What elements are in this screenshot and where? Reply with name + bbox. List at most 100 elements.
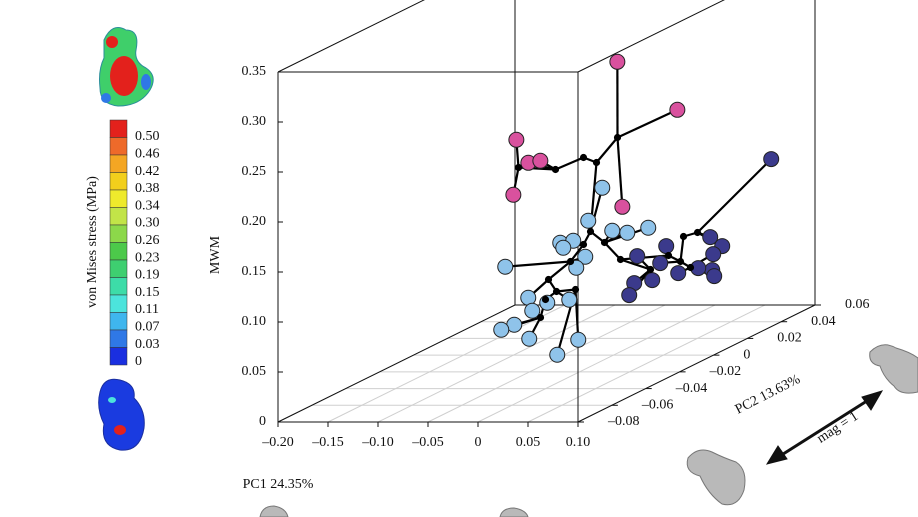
branch	[547, 260, 572, 281]
colorbar-cell	[109, 172, 128, 191]
node	[552, 287, 561, 296]
tip-point	[594, 179, 611, 196]
colorbar-tick-label: 0.42	[135, 164, 160, 179]
y-tick-label: –0.02	[709, 364, 742, 379]
colorbar-tick-label: 0.50	[135, 129, 160, 144]
tip-point	[614, 198, 631, 215]
tip-point	[497, 258, 514, 275]
y-tick-label: 0.02	[777, 331, 802, 346]
grid-line	[477, 304, 716, 423]
tip-point	[561, 291, 578, 308]
tip-point	[521, 330, 538, 347]
colorbar-tick-label: 0.38	[135, 181, 160, 196]
grid-line	[427, 304, 666, 423]
node	[686, 263, 695, 272]
branch	[595, 136, 619, 164]
x-tick-label: 0	[475, 435, 482, 450]
tip-point	[763, 151, 780, 168]
tip-point	[549, 346, 566, 363]
z-tick-label: 0.35	[242, 64, 267, 79]
bone-top	[99, 27, 154, 107]
tip-point	[609, 53, 626, 70]
tip-point	[670, 265, 687, 282]
colorbar-tick-label: 0.30	[135, 216, 160, 231]
colorbar-tick-label: 0.11	[135, 302, 159, 317]
box-edge	[577, 0, 725, 73]
tip-point	[629, 248, 646, 265]
annotation: mag = 1	[814, 409, 861, 447]
z-tick-label: 0.30	[242, 114, 267, 129]
z-tick-label: 0.05	[242, 364, 267, 379]
branch	[620, 258, 651, 271]
x-tick-label: –0.20	[261, 435, 294, 450]
bone-gray	[259, 344, 918, 517]
z-tick-label: 0.25	[242, 164, 267, 179]
colorbar-tick-label: 0.19	[135, 268, 160, 283]
z-tick-label: 0.10	[242, 314, 267, 329]
colorbar-tick-label: 0.46	[135, 147, 160, 162]
tip-point	[706, 268, 723, 285]
colorbar-cell	[109, 207, 128, 226]
node	[544, 275, 553, 284]
colorbar-cell	[109, 277, 128, 296]
node	[536, 313, 545, 322]
tip-point	[669, 101, 686, 118]
y-tick-label: 0.04	[811, 314, 836, 329]
colorbar-tick-label: 0.07	[135, 320, 160, 335]
tip-point	[705, 246, 722, 263]
branch	[603, 241, 622, 261]
z-tick-label: 0	[259, 414, 266, 429]
colorbar-cell	[109, 137, 128, 156]
tip-point	[640, 219, 657, 236]
tip-point	[652, 255, 669, 272]
x-tick-label: –0.10	[361, 435, 394, 450]
branch	[505, 260, 571, 268]
node	[676, 257, 685, 266]
node	[566, 257, 575, 266]
x-tick-label: 0.10	[566, 435, 591, 450]
y-tick-label: –0.06	[641, 398, 674, 413]
tip-point	[577, 248, 594, 265]
tip-point	[570, 331, 587, 348]
x-tick-label: –0.15	[311, 435, 344, 450]
node	[679, 232, 688, 241]
tip-point	[702, 229, 719, 246]
colorbar-cell	[109, 329, 128, 348]
y-axis-label: PC2 13.63%	[733, 372, 803, 418]
colorbar-tick-label: 0.34	[135, 198, 160, 213]
colorbar-label: von Mises stress (MPa)	[85, 176, 100, 308]
bone-bottom	[98, 378, 145, 451]
grid-line	[327, 304, 566, 423]
node	[586, 227, 595, 236]
colorbar-tick-label: 0.26	[135, 233, 160, 248]
colorbar-tick-label: 0.03	[135, 337, 160, 352]
tip-point	[505, 186, 522, 203]
node	[613, 133, 622, 142]
node	[579, 240, 588, 249]
node	[693, 228, 702, 237]
node	[646, 265, 655, 274]
colorbar-cell	[109, 294, 128, 313]
tip-point	[644, 272, 661, 289]
grid-line	[377, 304, 616, 423]
z-tick-label: 0.15	[242, 264, 267, 279]
branch	[617, 108, 678, 139]
colorbar-cell	[109, 259, 128, 278]
colorbar-cell	[109, 224, 128, 243]
tip-point	[524, 302, 541, 319]
tip-point	[658, 238, 675, 255]
branch	[616, 137, 624, 207]
tip-point	[604, 222, 621, 239]
node	[514, 163, 523, 172]
node	[579, 153, 588, 162]
node	[600, 238, 609, 247]
tip-point	[580, 212, 597, 229]
colorbar-tick-label: 0	[135, 354, 142, 369]
colorbar-cell	[109, 312, 128, 331]
y-tick-label: 0.06	[845, 297, 870, 312]
node	[592, 158, 601, 167]
box-edge	[277, 0, 425, 73]
y-tick-label: –0.08	[607, 414, 640, 429]
tip-point	[555, 239, 572, 256]
